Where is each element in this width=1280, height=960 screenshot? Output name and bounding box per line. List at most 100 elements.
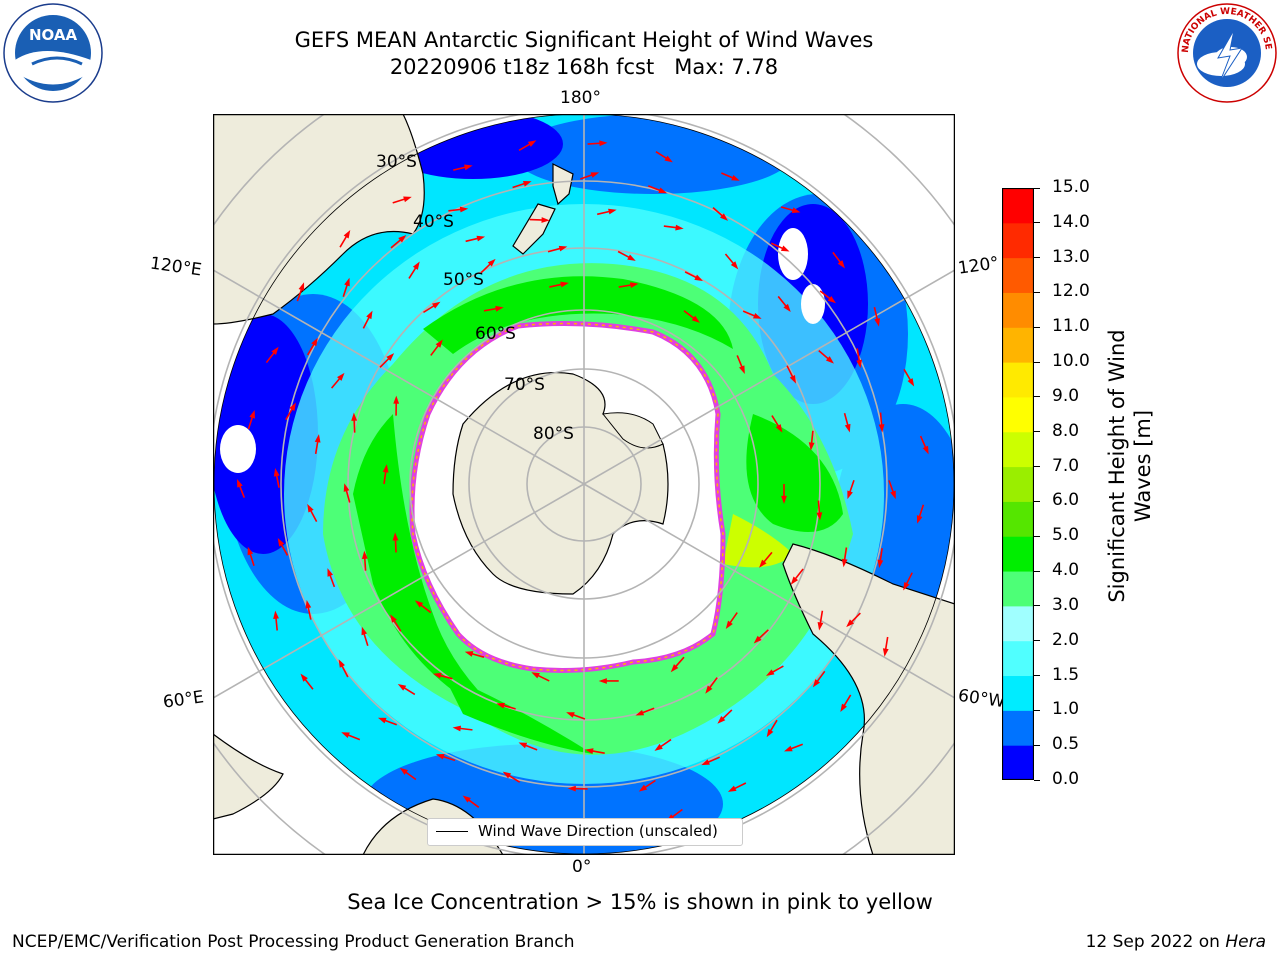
wave-arrow-head — [753, 312, 762, 319]
colorbar-tick-mark — [1034, 709, 1040, 711]
wave-arrow-head — [638, 784, 648, 792]
wave-arrow-head — [541, 217, 550, 223]
map-legend: Wind Wave Direction (unscaled) — [427, 818, 743, 846]
wave-arrow — [512, 182, 527, 189]
wave-arrow-head — [705, 685, 713, 694]
wave-arrow — [817, 500, 821, 515]
wave-arrow-head — [890, 490, 896, 500]
colorbar-segment — [1002, 292, 1034, 328]
wave-arrow — [762, 551, 773, 564]
wave-arrow — [363, 556, 367, 571]
wave-arrow — [518, 142, 532, 151]
wave-arrow — [296, 287, 303, 302]
wave-arrow — [547, 247, 562, 253]
wave-arrow-head — [495, 305, 504, 312]
wave-arrow — [379, 356, 391, 368]
wave-arrow-head — [730, 261, 739, 270]
wave-arrow — [670, 808, 683, 819]
wave-arrow — [683, 310, 696, 320]
wave-arrow — [314, 439, 319, 455]
wave-arrow — [757, 629, 769, 640]
wave-arrow — [815, 670, 826, 684]
wave-arrow-head — [664, 155, 673, 163]
wave-arrow — [708, 677, 718, 690]
colorbar-segment — [1002, 745, 1034, 780]
lon-label-60e: 60°E — [161, 687, 206, 713]
colorbar-tick-mark — [1034, 570, 1040, 572]
colorbar-tick-label: 1.5 — [1052, 664, 1080, 685]
wave-arrow — [786, 365, 795, 379]
lon-label-60w: 60°W — [956, 685, 1007, 713]
wave-arrow — [659, 738, 672, 749]
wave-arrow — [438, 674, 453, 680]
wave-arrow-head — [783, 303, 791, 313]
wave-arrow — [362, 632, 369, 646]
wave-arrow — [307, 605, 312, 620]
wave-arrow-head — [922, 445, 929, 455]
wave-arrow — [458, 727, 473, 731]
wave-arrow-head — [392, 532, 399, 541]
wave-arrow — [383, 719, 397, 726]
colorbar-tick-label: 6.0 — [1052, 490, 1080, 511]
wave-arrow — [580, 173, 594, 180]
wave-arrow — [843, 547, 848, 562]
new-zealand-south-land — [512, 203, 556, 255]
wave-arrow-head — [361, 626, 368, 636]
wave-arrow — [587, 142, 602, 145]
wave-arrow-head — [765, 669, 775, 676]
lat-label-40s: 40°S — [413, 212, 454, 232]
wave-arrow — [423, 304, 436, 314]
wave-arrow-head — [739, 365, 745, 374]
wave-arrow — [275, 616, 278, 631]
wave-arrow-head — [825, 356, 834, 364]
wave-arrow-head — [341, 732, 350, 738]
colorbar-tick-mark — [1034, 779, 1040, 781]
wave-arrow-head — [452, 725, 462, 732]
wave-arrow-head — [435, 339, 443, 348]
wave-arrow — [346, 733, 361, 741]
wave-arrow — [309, 508, 318, 522]
wave-arrow-head — [377, 717, 387, 724]
nws-logo: NATIONAL WEATHER SERVICE — [1176, 2, 1277, 103]
map-frame — [213, 114, 955, 855]
colorbar — [1002, 188, 1034, 780]
wave-arrow-head — [558, 245, 568, 252]
wave-arrow-head — [766, 728, 774, 738]
wave-arrow — [643, 779, 656, 789]
wave-arrow — [848, 479, 855, 494]
wave-arrow-head — [780, 245, 790, 252]
africa-land — [213, 733, 284, 820]
wave-arrow-head — [590, 172, 600, 178]
wave-arrow-head — [307, 503, 314, 513]
wave-arrow-head — [658, 187, 667, 194]
colorbar-tick-mark — [1034, 291, 1040, 293]
graticule — [213, 114, 955, 855]
wave-arrow — [732, 782, 747, 790]
wave-arrow — [467, 798, 480, 808]
ice-caption: Sea Ice Concentration > 15% is shown in … — [347, 890, 933, 914]
colorbar-tick-label: 15.0 — [1052, 177, 1090, 197]
wave-arrow-head — [874, 318, 880, 327]
wave-arrow-head — [627, 254, 636, 261]
colorbar-segment — [1002, 536, 1034, 572]
map-panel — [213, 114, 955, 855]
wave-arrow-head — [844, 423, 851, 433]
legend-label: Wind Wave Direction (unscaled) — [478, 822, 718, 840]
wave-arrow — [501, 704, 516, 710]
wave-arrow — [706, 756, 720, 764]
wave-arrow-head — [435, 753, 445, 760]
wave-arrow-head — [305, 600, 312, 609]
wave-arrow-head — [273, 468, 280, 477]
wave-arrow-head — [518, 742, 528, 749]
wave-arrow-head — [731, 174, 740, 181]
wave-arrow-head — [351, 412, 358, 421]
wave-arrow-head — [464, 164, 473, 171]
wave-arrow — [402, 686, 416, 696]
wave-arrow-head — [344, 277, 350, 287]
wave-arrow — [674, 656, 685, 669]
colorbar-tick-label: 0.0 — [1052, 769, 1080, 789]
wave-arrow — [404, 770, 417, 781]
colorbar-tick-label: 12.0 — [1052, 281, 1090, 302]
wave-arrow — [856, 348, 861, 363]
antarctica — [409, 321, 726, 673]
